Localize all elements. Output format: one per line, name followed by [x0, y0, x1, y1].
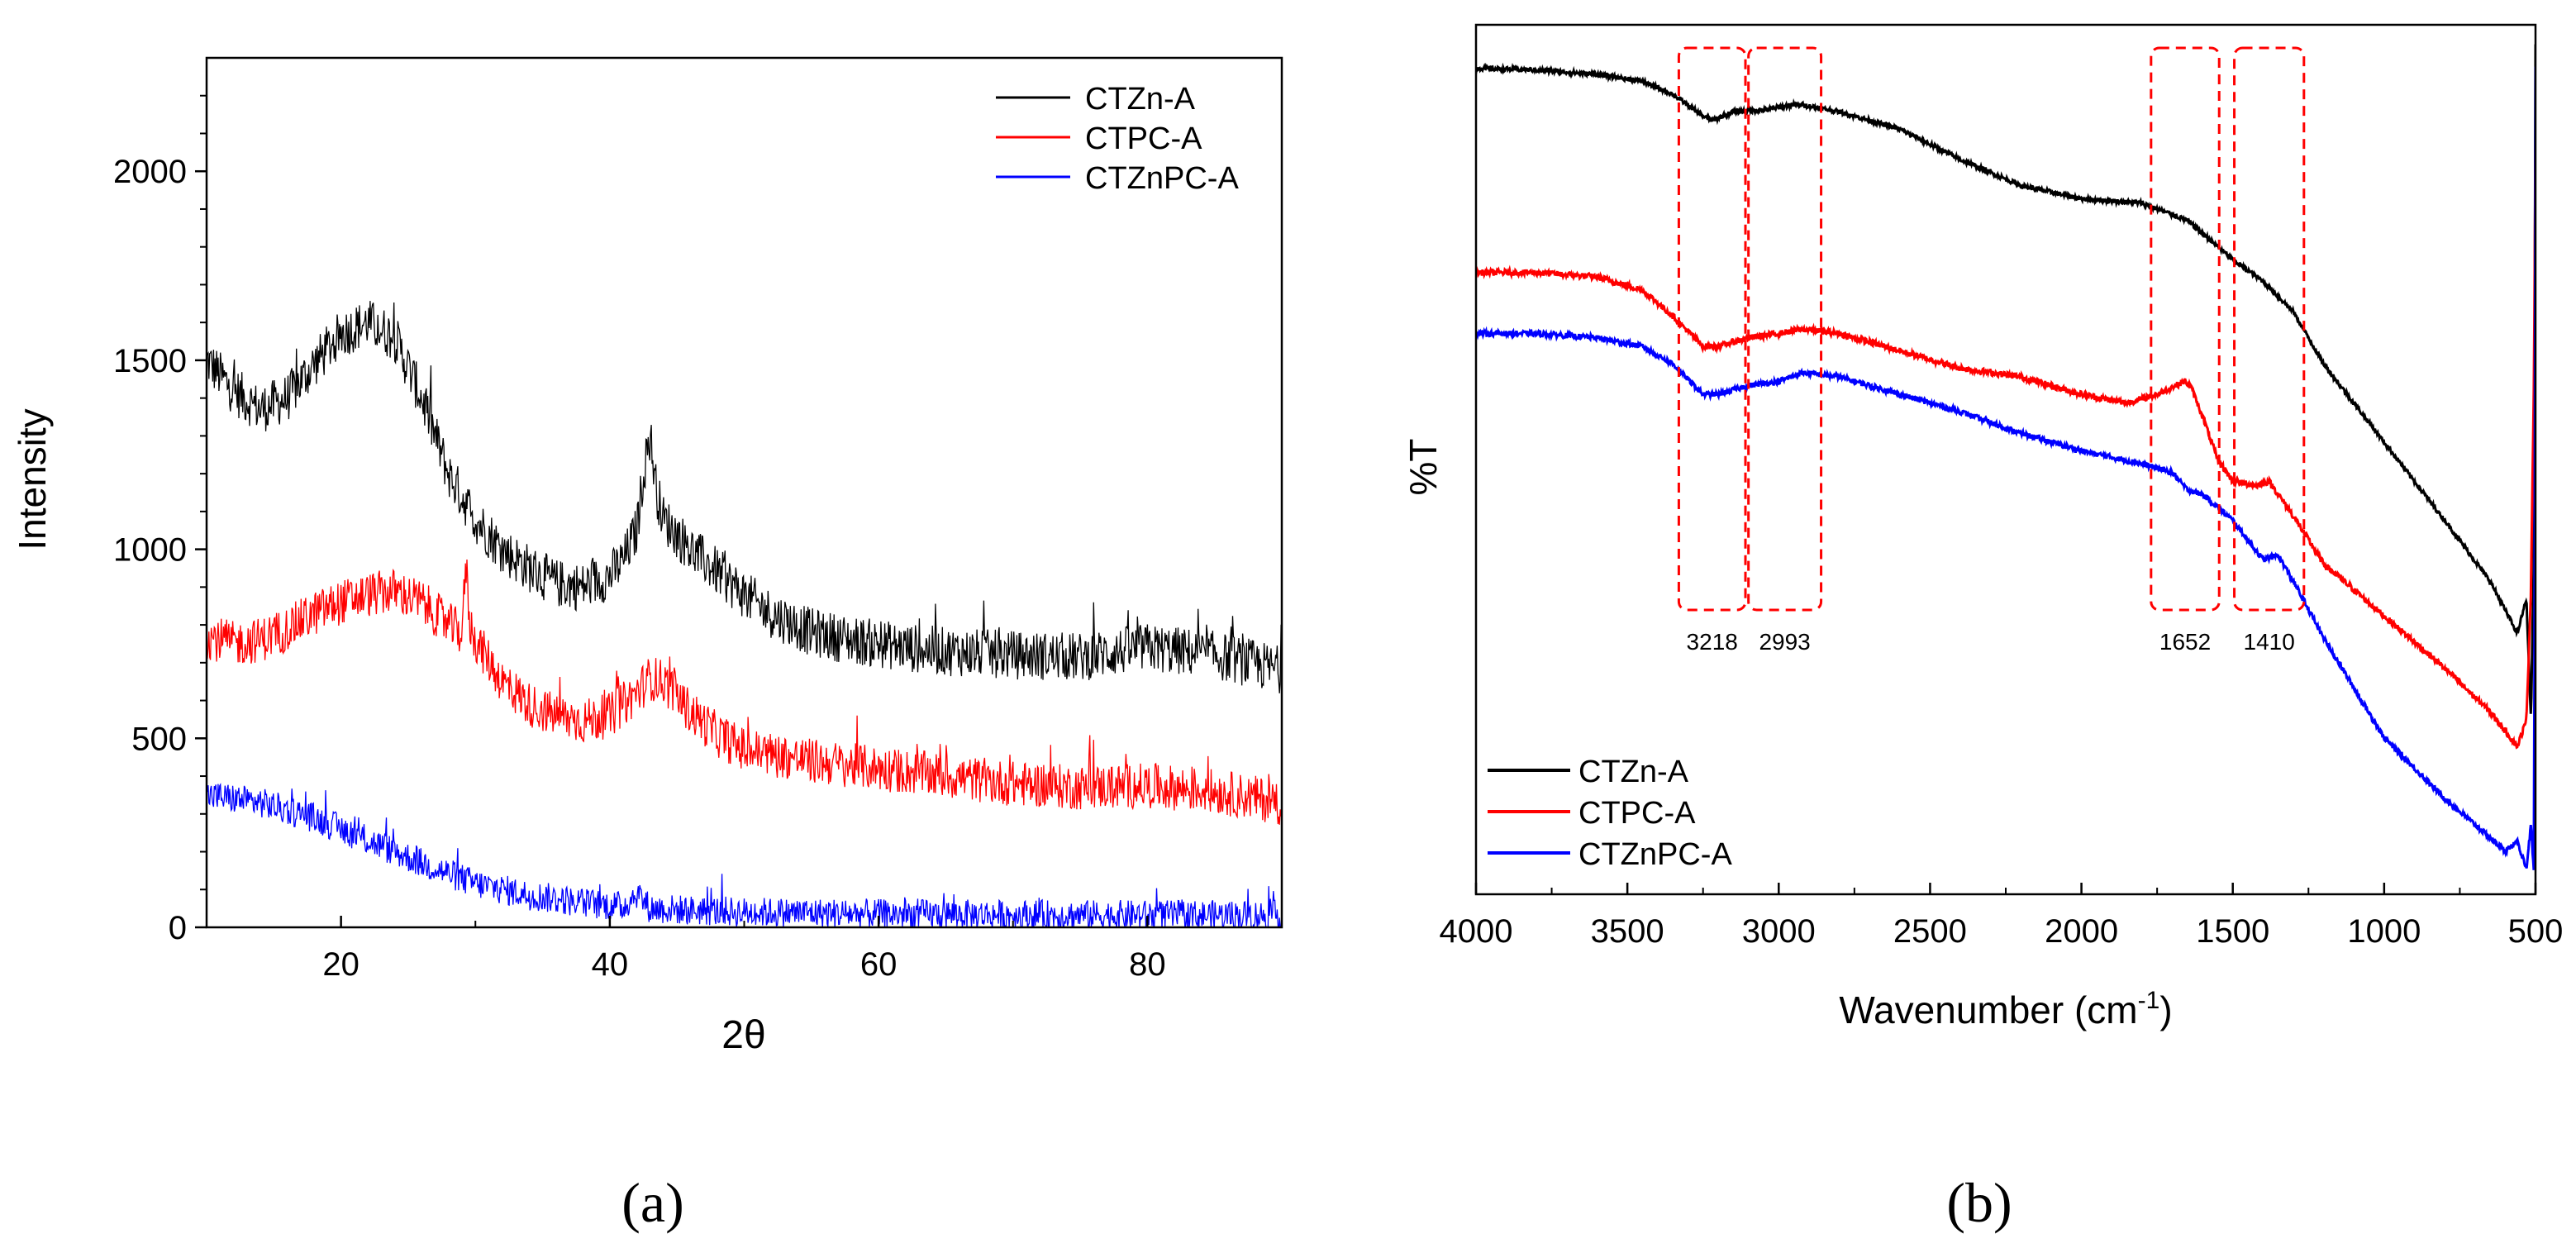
panel-a-x-axis-label: 2θ [721, 1013, 765, 1057]
panel-a-y-tick-label: 500 [131, 721, 187, 757]
panel-b-legend-label: CTPC-A [1578, 796, 1696, 831]
panel-b-legend-label: CTZn-A [1578, 755, 1689, 789]
panel-a-y-ticks: 0 500 1000 1500 2000 [113, 94, 207, 946]
panel-b-annotation-label: 3218 [1687, 629, 1738, 655]
panel-a-legend-label: CTPC-A [1085, 121, 1202, 156]
panel-b-series-line-2 [1476, 141, 2536, 750]
panel-b-x-tick-label: 2000 [2045, 913, 2118, 950]
panel-b-ftir-chart: 3218 2993 1652 1410 4000 3500 3000 2500 2000 150… [1402, 23, 2564, 1031]
panel-a-y-axis-label: Intensity [11, 408, 54, 550]
panel-a-legend: CTZn-A CTPC-A CTZnPC-A [996, 82, 1239, 196]
panel-b-x-tick-label: 4000 [1440, 913, 1513, 950]
panel-a-series-line-1 [207, 301, 1282, 693]
panel-a-x-tick-label: 60 [860, 946, 898, 983]
panel-b-y-axis-label: %T [1402, 439, 1445, 496]
panel-b-caption: (b) [1946, 1171, 2012, 1234]
panel-b-legend: CTZn-A CTPC-A CTZnPC-A [1488, 755, 1732, 872]
panel-a-caption: (a) [621, 1171, 683, 1234]
panel-a-y-tick-label: 2000 [113, 154, 187, 190]
panel-b-x-tick-label: 3000 [1742, 913, 1816, 950]
panel-a-series-line-2 [207, 559, 1282, 825]
panel-b-annotation-label: 2993 [1759, 629, 1810, 655]
panel-b-x-tick-label: 1000 [2347, 913, 2421, 950]
panel-a-x-ticks: 20 40 60 80 [206, 916, 1283, 983]
panel-b-x-axis-label-sup: -1 [2138, 987, 2160, 1014]
panel-b-x-axis-label: Wavenumber (cm-1) [1839, 987, 2172, 1031]
panel-b-annotation-label: 1410 [2244, 629, 2295, 655]
panel-b-annotations: 3218 2993 1652 1410 [1677, 46, 2306, 655]
panel-a-legend-label: CTZn-A [1085, 82, 1196, 117]
panel-a-x-tick-label: 80 [1129, 946, 1166, 983]
panel-b-x-tick-label: 3500 [1591, 913, 1664, 950]
panel-b-x-tick-label: 500 [2508, 913, 2564, 950]
panel-a-y-tick-label: 1000 [113, 532, 187, 569]
panel-b-x-tick-label: 1500 [2196, 913, 2269, 950]
panel-b-legend-label: CTZnPC-A [1578, 837, 1732, 872]
panel-b-annotation-box [1677, 46, 1747, 612]
panel-b-annotation-box [2150, 46, 2221, 612]
panel-a-x-tick-label: 40 [592, 946, 629, 983]
panel-a-legend-label: CTZnPC-A [1085, 161, 1239, 196]
panel-b-series-line-1 [1476, 44, 2536, 714]
panel-a-series-group [207, 301, 1282, 927]
panel-b-x-axis-label-main: Wavenumber (cm [1839, 988, 2137, 1031]
panel-b-x-ticks: 4000 3500 3000 2500 2000 1500 1000 500 [1440, 883, 2564, 950]
panel-a-xrd-chart: 20 40 60 80 0 500 1000 1500 2000 2θ Intensity C… [11, 56, 1283, 1057]
panel-b-series-group [1476, 44, 2536, 870]
panel-b-annotation-label: 1652 [2159, 629, 2211, 655]
panel-b-x-axis-label-close: ) [2159, 988, 2172, 1031]
panel-a-series-line-3 [207, 783, 1282, 927]
panel-a-y-tick-label: 0 [169, 910, 187, 946]
panel-b-series-line-3 [1476, 66, 2536, 870]
panel-b-annotation-box [2233, 46, 2306, 612]
panel-a-x-tick-label: 20 [322, 946, 359, 983]
panel-a-y-tick-label: 1500 [113, 343, 187, 379]
panel-b-x-tick-label: 2500 [1893, 913, 1967, 950]
